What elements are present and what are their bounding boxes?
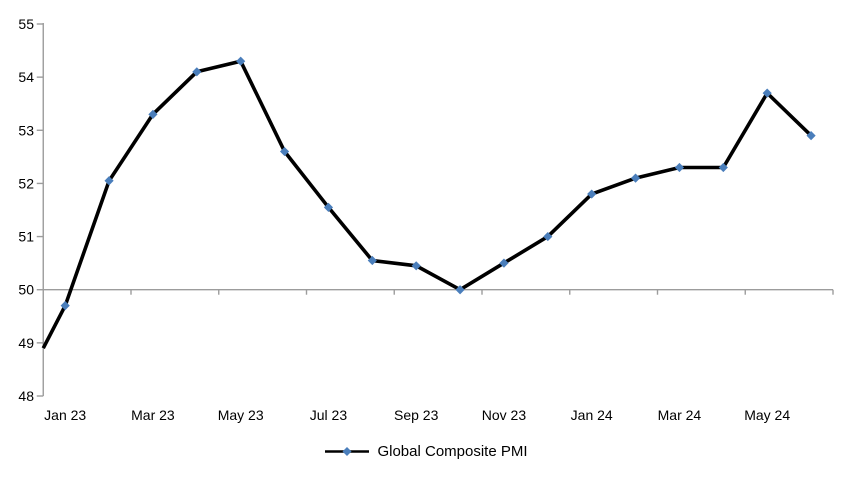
data-point-marker: [60, 301, 70, 311]
data-point-marker: [587, 189, 597, 199]
data-point-marker: [367, 255, 377, 266]
data-point-marker: [806, 131, 816, 141]
data-point-marker: [148, 109, 158, 119]
legend: Global Composite PMI: [0, 441, 852, 461]
y-axis-label: 52: [18, 175, 34, 191]
data-point-marker: [236, 56, 246, 66]
data-point-marker: [192, 67, 202, 77]
x-axis-label: Sep 23: [394, 407, 439, 423]
x-axis-label: May 24: [744, 407, 790, 423]
data-point-marker: [543, 231, 553, 242]
x-axis-label: Jan 24: [571, 407, 613, 423]
y-axis-label: 48: [18, 388, 34, 404]
data-point-marker: [455, 285, 465, 295]
data-point-marker: [499, 258, 509, 268]
y-axis-label: 54: [18, 69, 34, 85]
legend-diamond-marker: [342, 446, 352, 456]
y-axis-label: 49: [18, 335, 34, 351]
data-point-marker: [104, 176, 114, 186]
y-axis-label: 51: [18, 229, 34, 245]
data-point-marker: [279, 146, 290, 157]
x-axis-label: Nov 23: [482, 407, 527, 423]
x-axis-label: Jul 23: [310, 407, 348, 423]
y-axis-label: 55: [18, 16, 34, 32]
y-axis-label: 53: [18, 122, 34, 138]
legend-marker-icon: [325, 446, 370, 456]
legend-label: Global Composite PMI: [377, 442, 528, 460]
data-point-marker: [630, 173, 641, 183]
data-point-marker: [718, 162, 728, 173]
series-line: [41, 59, 813, 350]
x-axis-label: Mar 24: [658, 407, 702, 423]
x-axis-label: Jan 23: [44, 407, 86, 423]
x-axis-label: Mar 23: [131, 407, 175, 423]
y-axis-label: 50: [18, 282, 34, 298]
data-point-marker: [674, 162, 685, 173]
data-point-marker: [411, 261, 421, 271]
x-axis-label: May 23: [218, 407, 264, 423]
data-point-marker: [762, 88, 772, 98]
data-point-marker: [323, 202, 334, 212]
